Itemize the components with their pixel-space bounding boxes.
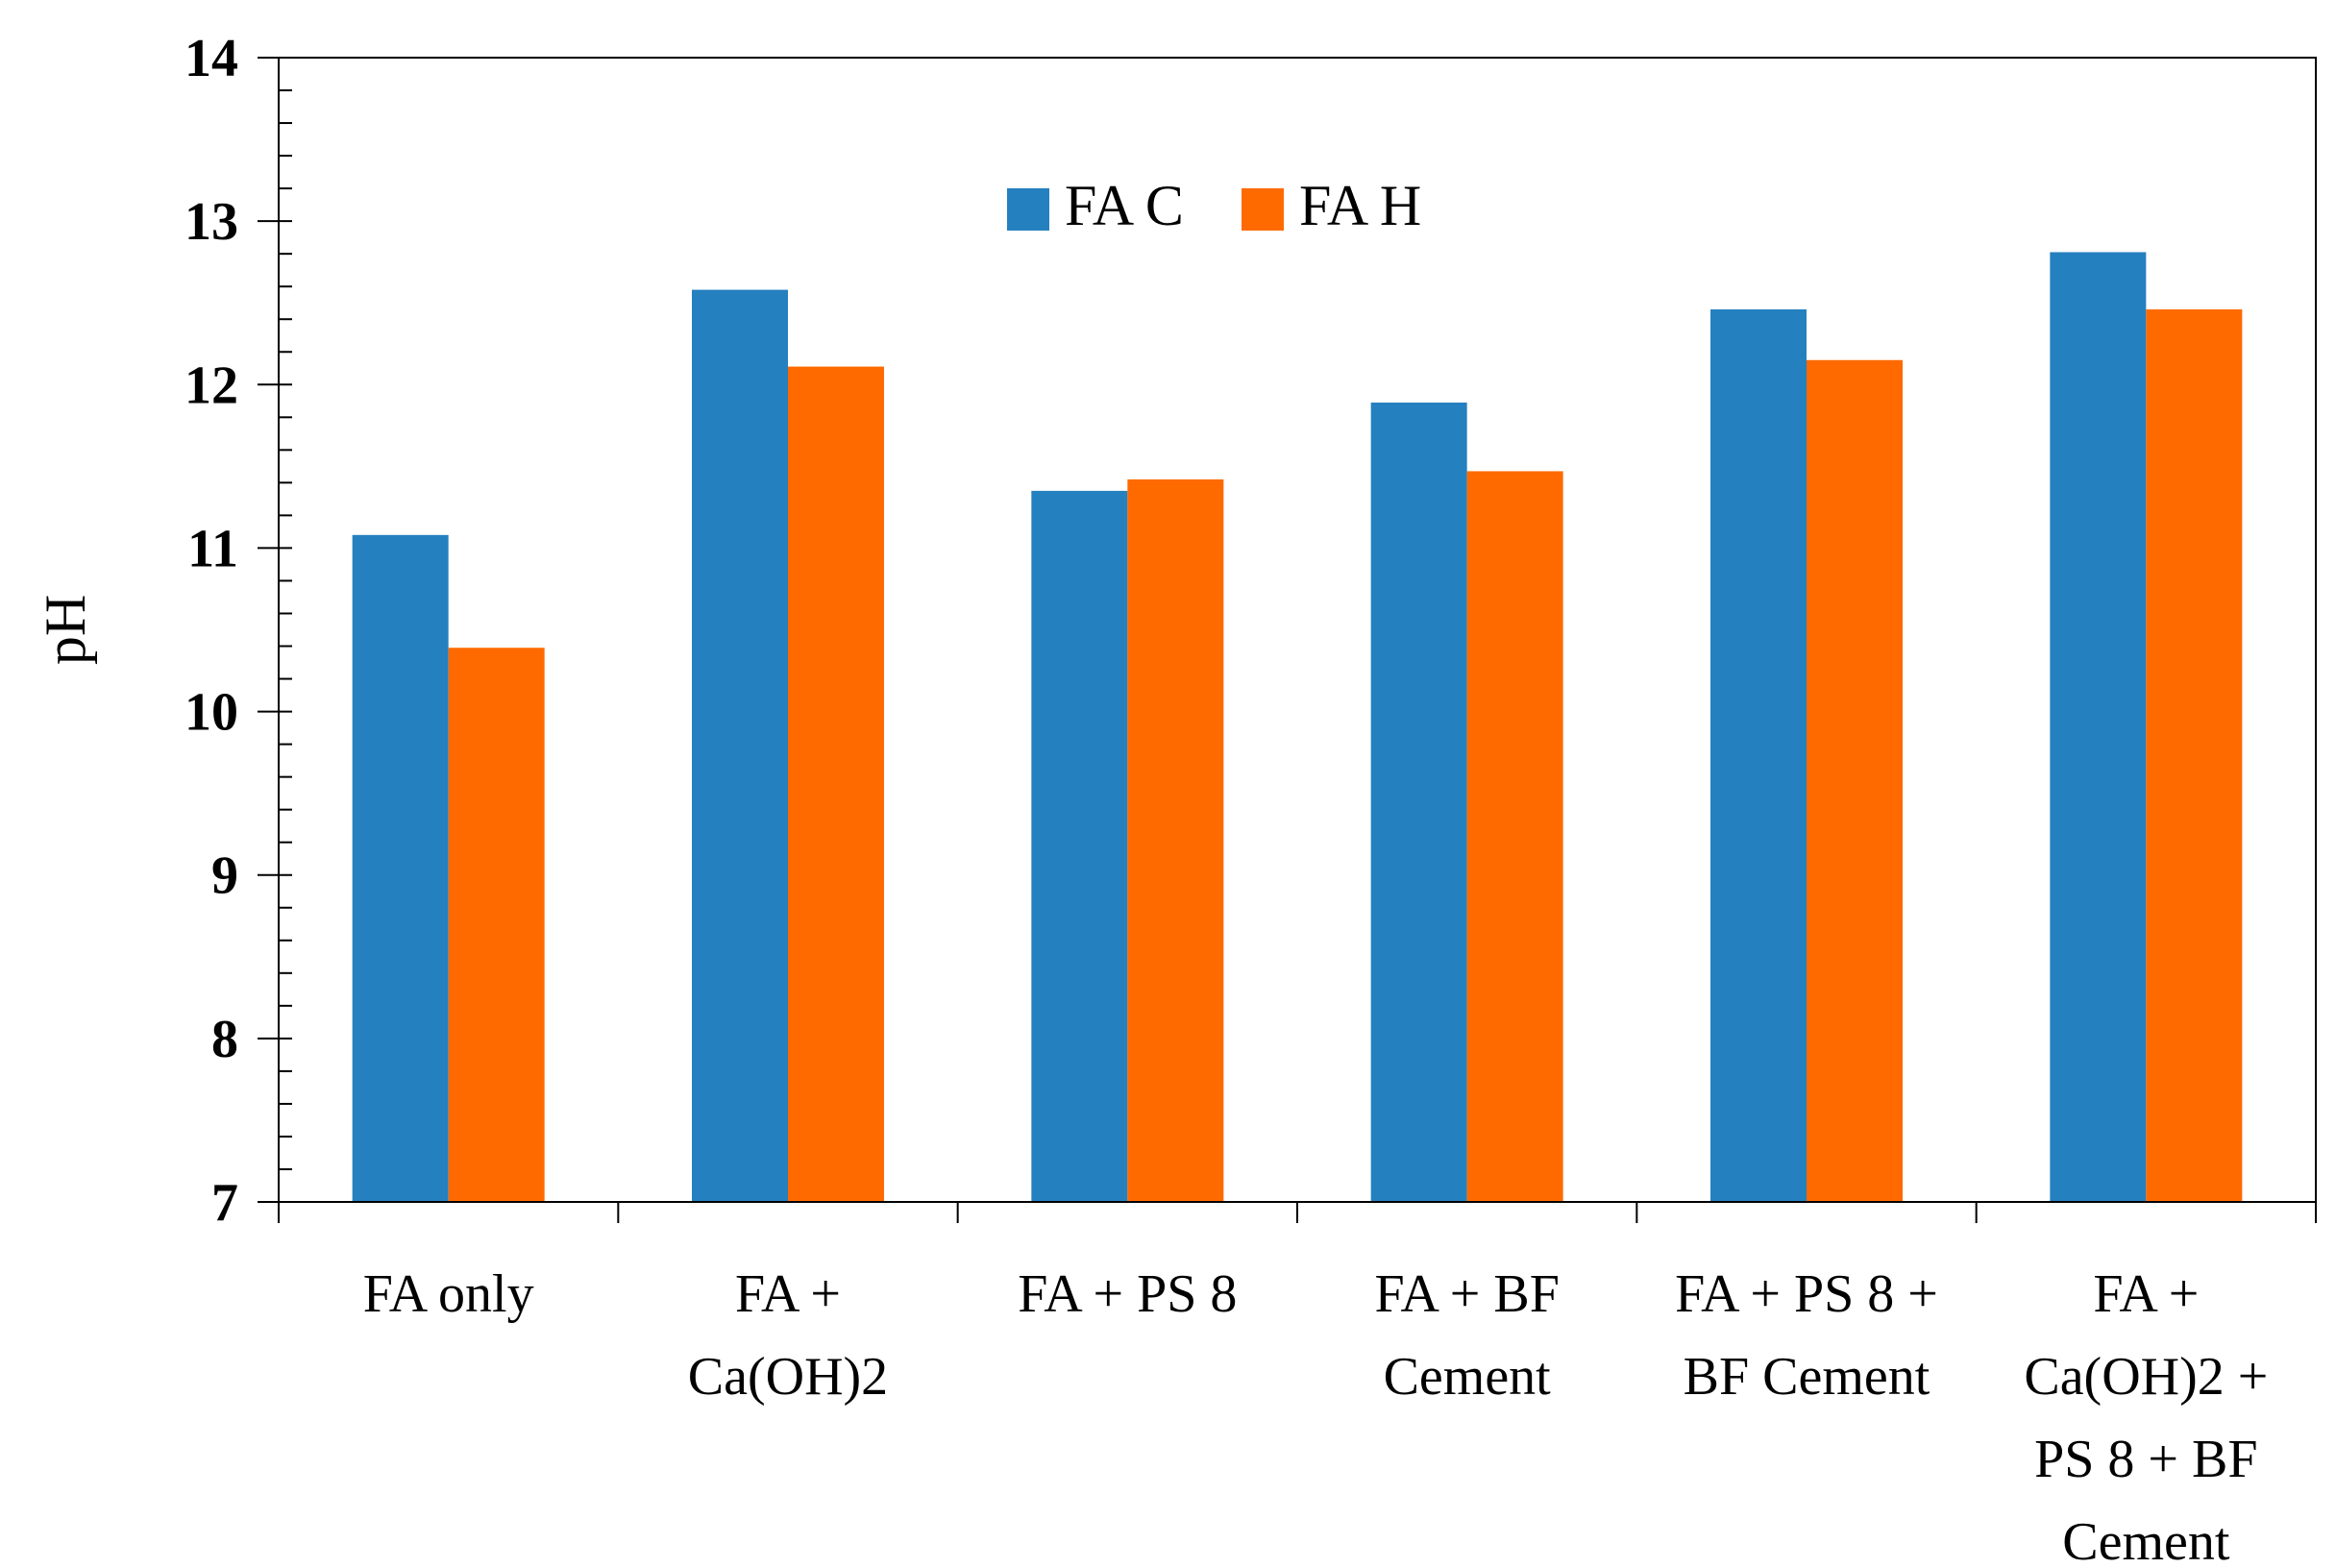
x-category-label: Cement [1384,1347,1552,1407]
axes [258,57,2317,1223]
bar-fa-h-2 [1127,478,1224,1202]
plot-area [352,252,2243,1203]
bar-fa-h-3 [1466,471,1563,1202]
bar-fa-h-4 [1807,359,1903,1202]
x-category-label: FA + PS 8 [1018,1264,1237,1324]
x-category-label: BF Cement [1684,1347,1930,1407]
y-tick-label: 12 [184,355,238,415]
bar-fa-c-1 [692,289,788,1202]
labels: 7 8 9 10 11 12 13 14 FA only FA + Ca(OH)2 FA + PS 8… [34,29,2268,1568]
legend-label-fa-h: FA H [1299,174,1421,237]
x-category-label: Ca(OH)2 [688,1347,888,1407]
x-category-label: FA only [363,1264,534,1324]
bar-fa-c-5 [2050,252,2147,1203]
plot-border [278,57,2317,1203]
x-category-label: FA + BF [1374,1264,1559,1324]
y-tick-label: 14 [184,29,238,88]
bar-fa-h-1 [788,366,884,1202]
bar-fa-h-0 [448,648,545,1202]
legend: FA C FA H [1007,174,1421,237]
y-tick-label: 10 [184,683,238,743]
x-category-label: FA + PS 8 + [1675,1264,1938,1324]
bar-fa-h-5 [2146,309,2243,1202]
x-category-label: FA + [2093,1264,2199,1324]
legend-swatch-fa-h [1242,188,1284,231]
bar-fa-c-4 [1710,309,1807,1202]
x-category-label: PS 8 + BF [2034,1430,2257,1489]
bar-fa-c-0 [352,534,449,1202]
y-tick-label: 7 [211,1173,238,1233]
y-tick-label: 8 [211,1010,238,1069]
x-category-label: Cement [2062,1512,2230,1568]
legend-label-fa-c: FA C [1065,174,1184,237]
bar-fa-c-2 [1031,490,1128,1203]
x-category-label: Ca(OH)2 + [2024,1347,2268,1407]
y-tick-label: 13 [184,192,238,252]
y-tick-label: 11 [187,519,238,578]
y-axis-title: pH [34,595,97,665]
y-tick-label: 9 [211,846,238,906]
bar-fa-c-3 [1370,403,1467,1202]
x-category-label: FA + [735,1264,841,1324]
legend-swatch-fa-c [1007,188,1049,231]
